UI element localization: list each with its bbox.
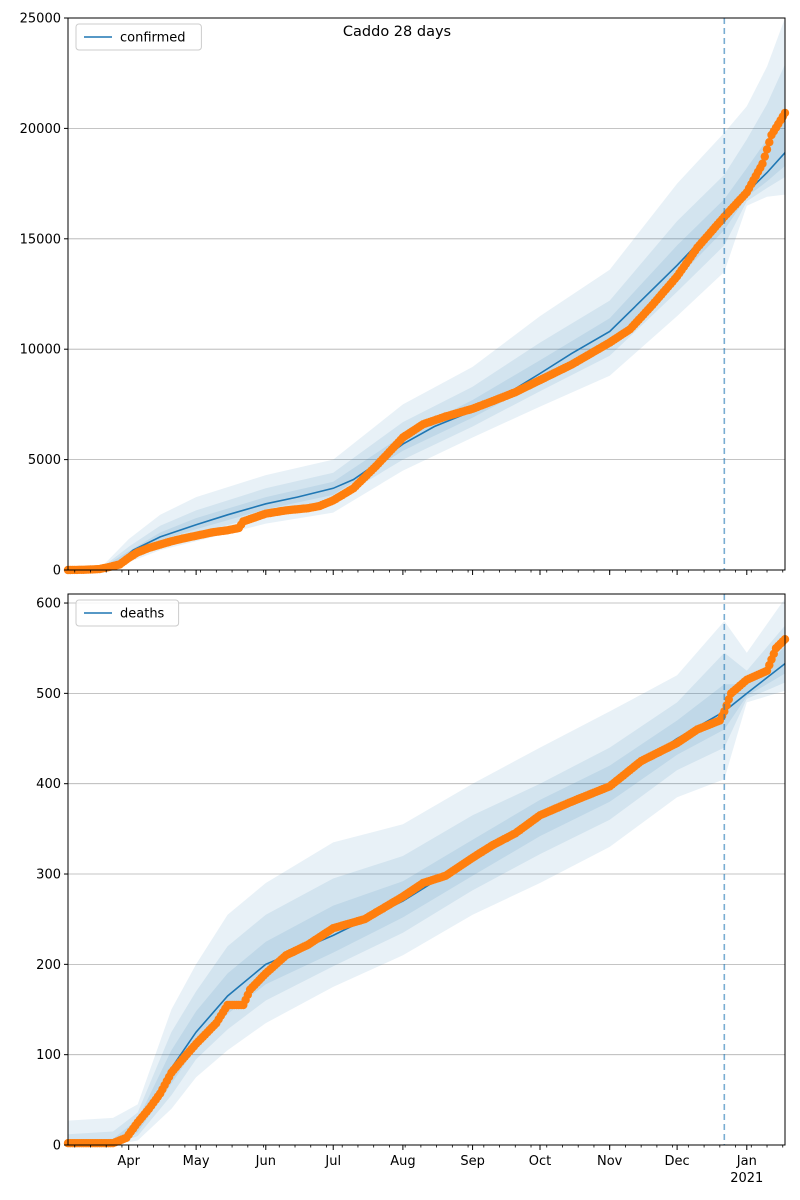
x-tick-label: Nov [597, 1154, 623, 1169]
observed-point [758, 159, 767, 168]
y-tick-label: 100 [36, 1048, 61, 1063]
observed-points [63, 108, 790, 575]
y-tick-label: 600 [36, 597, 61, 612]
uncertainty-band [68, 646, 785, 1145]
x-tick-label: Sep [460, 1154, 485, 1169]
y-tick-label: 15000 [20, 232, 61, 247]
observed-point [762, 145, 772, 154]
axes-frame [67, 17, 786, 571]
legend-label: deaths [120, 607, 165, 622]
x-tick-label: Dec [665, 1154, 690, 1169]
x-tick-label: May [183, 1154, 210, 1169]
confirmed-panel: 0 5000 10000 15000 20000 25000 confirmed [20, 12, 790, 579]
uncertainty-band [68, 108, 785, 570]
uncertainty-band [68, 64, 785, 571]
y-tick-label: 0 [53, 564, 61, 579]
y-tick-label: 25000 [20, 12, 61, 27]
axes-frame [67, 593, 786, 1146]
x-tick-label: Jun [255, 1154, 276, 1169]
x-tick-label: 2021 [730, 1171, 763, 1186]
suptitle-text: Caddo 28 days [343, 24, 451, 40]
y-tick-label: 200 [36, 958, 61, 973]
observed-points [63, 635, 790, 1148]
legend-box [75, 599, 180, 627]
x-tick-label: Oct [529, 1154, 551, 1169]
legend-label: confirmed [120, 31, 186, 46]
observed-point [765, 138, 774, 147]
observed-point [760, 152, 769, 161]
figure-title: Caddo 28 days [343, 24, 451, 40]
y-tick-label: 300 [36, 868, 61, 883]
uncertainty-band [68, 598, 785, 1145]
legend-box [75, 23, 202, 51]
x-tick-label: Jul [324, 1154, 341, 1169]
x-tick-label: Aug [390, 1154, 415, 1169]
y-tick-label: 5000 [28, 453, 61, 468]
uncertainty-band [68, 18, 785, 570]
y-tick-label: 20000 [20, 122, 61, 137]
y-tick-label: 10000 [20, 343, 61, 358]
x-tick-label: Jan [736, 1154, 757, 1169]
legend: deaths [75, 599, 180, 627]
y-tick-label: 0 [53, 1139, 61, 1154]
legend: confirmed [75, 23, 202, 51]
y-tick-label: 500 [36, 687, 61, 702]
x-tick-label: Apr [117, 1154, 140, 1169]
y-tick-label: 400 [36, 777, 61, 792]
deaths-panel: 0 100 200 300 400 500 600 Apr May Jun Jul Aug Sep Oct… [36, 593, 790, 1186]
